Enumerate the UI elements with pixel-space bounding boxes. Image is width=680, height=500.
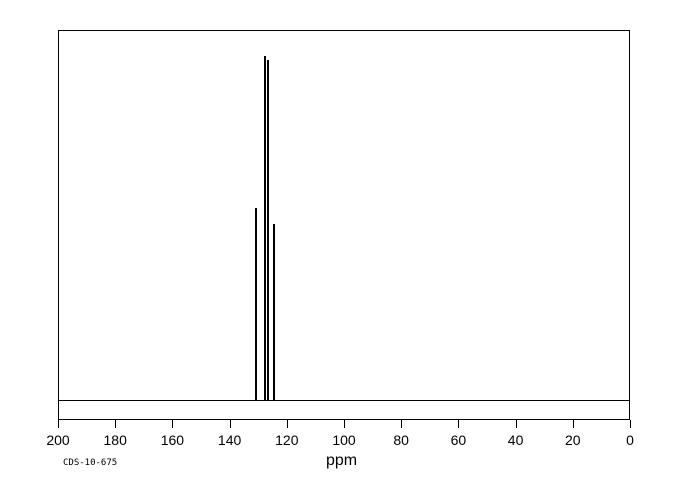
x-tick-label: 100 <box>332 432 355 448</box>
x-tick-label: 160 <box>161 432 184 448</box>
x-tick <box>573 420 574 428</box>
x-axis-label: ppm <box>326 452 357 470</box>
x-tick <box>230 420 231 428</box>
x-tick-label: 60 <box>451 432 467 448</box>
spectrum-peak <box>264 56 266 401</box>
baseline <box>59 400 629 401</box>
x-tick <box>401 420 402 428</box>
x-tick <box>344 420 345 428</box>
x-tick-label: 120 <box>275 432 298 448</box>
x-tick-label: 180 <box>104 432 127 448</box>
x-tick-label: 0 <box>626 432 634 448</box>
plot-area <box>58 30 630 420</box>
x-tick <box>58 420 59 428</box>
x-tick <box>287 420 288 428</box>
x-tick <box>115 420 116 428</box>
sample-id-label: CDS-10-675 <box>63 458 117 468</box>
spectrum-peak <box>273 224 275 401</box>
x-tick-label: 80 <box>393 432 409 448</box>
x-tick <box>458 420 459 428</box>
x-tick <box>172 420 173 428</box>
x-tick-label: 200 <box>46 432 69 448</box>
x-tick-label: 20 <box>565 432 581 448</box>
x-tick <box>516 420 517 428</box>
x-tick-label: 40 <box>508 432 524 448</box>
spectrum-peak <box>267 60 269 401</box>
spectrum-peak <box>255 208 257 401</box>
x-tick <box>630 420 631 428</box>
x-tick-label: 140 <box>218 432 241 448</box>
